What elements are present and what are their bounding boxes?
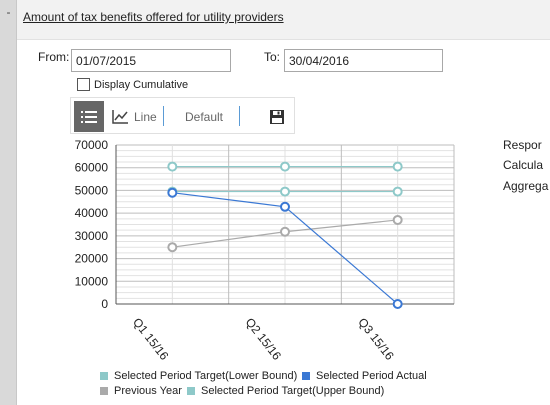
list-view-button[interactable]	[74, 101, 104, 132]
panel-header: Amount of tax benefits offered for utili…	[17, 0, 550, 40]
chart-legend-row-2: Previous Year Selected Period Target(Upp…	[100, 385, 520, 399]
line-chart-button[interactable]: Line	[109, 101, 161, 132]
collapse-toggle[interactable]: -	[6, 5, 11, 19]
legend-swatch	[302, 372, 310, 380]
data-point	[167, 187, 178, 198]
to-label: To:	[264, 50, 281, 64]
save-icon	[270, 109, 284, 124]
line-chart-icon	[112, 110, 128, 124]
legend-swatch	[100, 387, 108, 395]
data-point	[280, 201, 290, 212]
y-tick-label: 20000	[75, 252, 109, 266]
toolbar-separator	[239, 106, 240, 126]
data-point	[280, 186, 290, 197]
data-point	[392, 161, 403, 172]
legend-swatch	[187, 387, 195, 395]
legend-label: Selected Period Target(Lower Bound)	[114, 370, 298, 382]
data-point	[280, 161, 290, 172]
y-tick-label: 70000	[75, 138, 109, 152]
chart-legend-row-1: Selected Period Target(Lower Bound) Sele…	[100, 370, 520, 384]
from-date-input[interactable]	[71, 49, 231, 72]
line-chart-label: Line	[134, 109, 157, 124]
line-chart: 70000 60000 50000 40000 30000 20000 10000 0 Q1 1…	[75, 138, 455, 363]
legend-item: Selected Period Target(Lower Bound)	[100, 370, 297, 382]
data-point	[167, 242, 178, 253]
y-tick-label: 30000	[75, 229, 109, 243]
x-tick-label: Q1 15/16	[130, 315, 172, 363]
chart-toolbar: Line Default	[70, 97, 295, 134]
y-tick-label: 40000	[75, 206, 109, 220]
panel-title[interactable]: Amount of tax benefits offered for utili…	[23, 10, 284, 24]
data-point	[167, 161, 178, 172]
y-tick-label: 60000	[75, 161, 109, 175]
side-label: Respor	[503, 138, 542, 152]
left-rail: -	[0, 0, 17, 405]
side-label: Aggrega	[503, 179, 549, 193]
data-point	[392, 299, 403, 309]
legend-label: Selected Period Actual	[316, 370, 427, 382]
y-tick-label: 50000	[75, 183, 109, 197]
legend-item: Previous Year	[100, 385, 182, 397]
list-icon	[81, 110, 97, 123]
legend-label: Previous Year	[114, 385, 182, 397]
toolbar-separator	[163, 106, 164, 126]
data-point	[392, 186, 403, 197]
side-label: Calcula	[503, 158, 544, 172]
display-cumulative-checkbox[interactable]	[77, 78, 90, 91]
default-button[interactable]: Default	[184, 109, 224, 124]
data-point	[392, 214, 403, 225]
y-tick-label: 0	[101, 297, 108, 311]
legend-item: Selected Period Target(Upper Bound)	[187, 385, 384, 397]
x-tick-label: Q3 15/16	[355, 315, 397, 363]
from-label: From:	[38, 50, 70, 64]
legend-item: Selected Period Actual	[302, 370, 427, 382]
save-button[interactable]	[264, 101, 290, 132]
to-date-input[interactable]	[284, 49, 443, 72]
data-point	[280, 226, 290, 237]
x-tick-label: Q2 15/16	[243, 315, 285, 363]
legend-swatch	[100, 372, 108, 380]
y-tick-label: 10000	[75, 274, 109, 288]
display-cumulative-label[interactable]: Display Cumulative	[94, 79, 189, 91]
legend-label: Selected Period Target(Upper Bound)	[201, 385, 385, 397]
